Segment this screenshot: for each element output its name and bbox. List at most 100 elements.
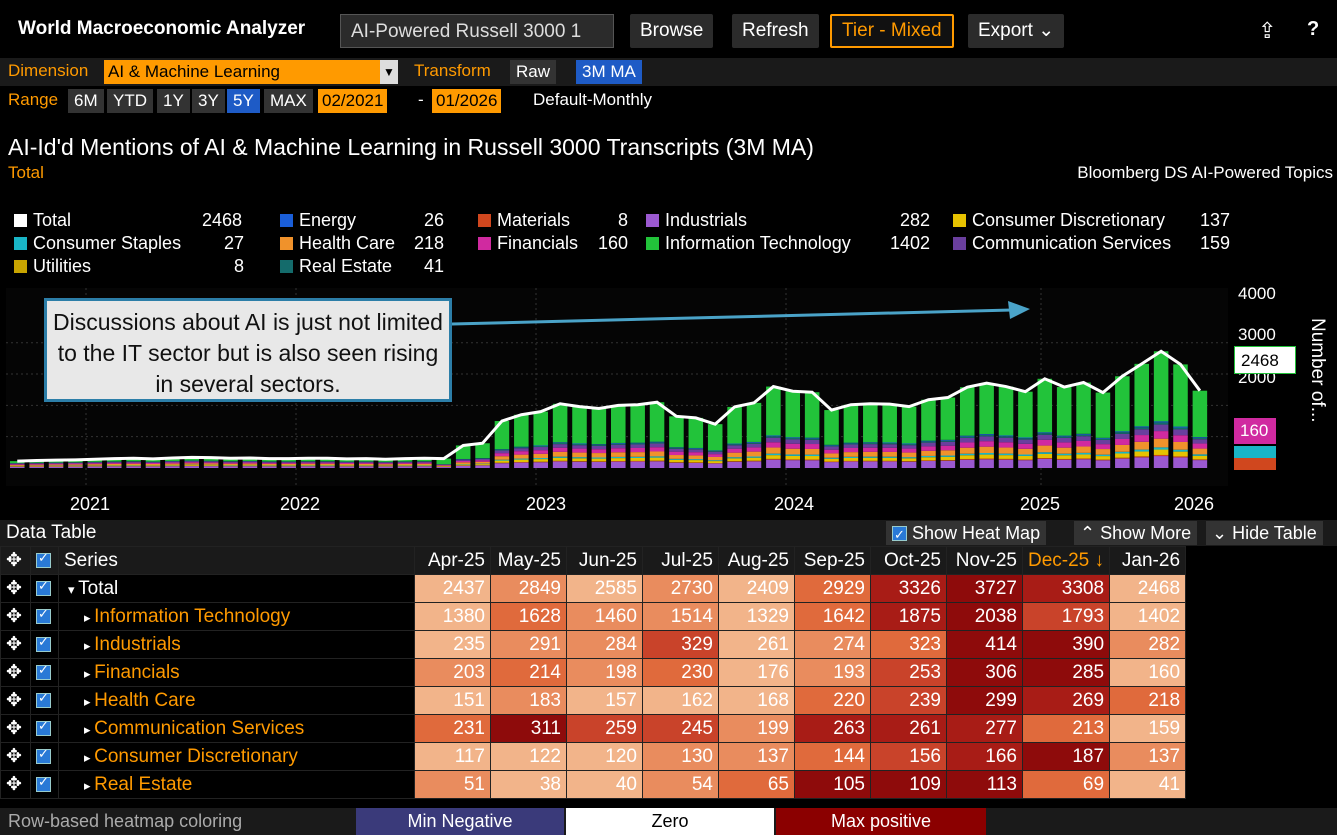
column-header[interactable]: Apr-25 — [414, 546, 491, 575]
move-icon[interactable]: ✥ — [0, 574, 31, 603]
expand-icon[interactable]: ▸ — [84, 637, 95, 653]
transform-3m-ma[interactable]: 3M MA — [576, 60, 642, 84]
row-checkbox[interactable] — [30, 574, 59, 603]
range-ytd[interactable]: YTD — [107, 89, 153, 113]
row-checkbox[interactable] — [30, 630, 59, 659]
tier-button[interactable]: Tier - Mixed — [830, 14, 954, 48]
row-checkbox[interactable] — [30, 770, 59, 799]
column-header[interactable]: Oct-25 — [870, 546, 947, 575]
series-name-cell[interactable]: ▾ Total — [58, 574, 415, 603]
bar-segment — [1018, 439, 1033, 444]
collapse-icon[interactable]: ▾ — [68, 581, 79, 597]
series-name-cell[interactable]: ▸ Health Care — [58, 686, 415, 715]
row-checkbox[interactable] — [30, 658, 59, 687]
move-icon[interactable]: ✥ — [0, 602, 31, 631]
legend-item-consumer-discretionary[interactable]: Consumer Discretionary — [953, 210, 1165, 231]
checkbox-icon[interactable] — [36, 606, 51, 624]
series-name-cell[interactable]: ▸ Communication Services — [58, 714, 415, 743]
bar-segment — [688, 449, 704, 453]
legend-item-communication-services[interactable]: Communication Services — [953, 233, 1171, 254]
checkbox-icon[interactable] — [36, 746, 51, 764]
row-checkbox[interactable] — [30, 742, 59, 771]
row-checkbox[interactable] — [30, 714, 59, 743]
legend-item-consumer-staples[interactable]: Consumer Staples — [14, 233, 181, 254]
show-heat-map-toggle[interactable]: Show Heat Map — [886, 521, 1047, 547]
bar-segment — [649, 456, 665, 458]
row-checkbox[interactable] — [30, 602, 59, 631]
legend-item-industrials[interactable]: Industrials — [646, 210, 747, 231]
end-date-input[interactable]: 01/2026 — [432, 89, 502, 113]
select-all-checkbox[interactable] — [30, 546, 59, 575]
expand-icon[interactable]: ▸ — [84, 665, 95, 681]
expand-icon[interactable]: ▸ — [84, 777, 95, 793]
checkbox-icon[interactable] — [36, 550, 51, 568]
move-icon[interactable]: ✥ — [0, 742, 31, 771]
expand-icon[interactable]: ▸ — [84, 693, 95, 709]
share-icon[interactable]: ⇪ — [1258, 18, 1277, 43]
table-row[interactable]: ✥▸ Industrials23529128432926127432341439… — [0, 630, 1187, 659]
legend-item-health-care[interactable]: Health Care — [280, 233, 395, 254]
checkbox-icon[interactable] — [36, 690, 51, 708]
show-more-button[interactable]: ⌃ Show More — [1074, 521, 1198, 545]
security-search-input[interactable]: AI-Powered Russell 3000 1 — [340, 14, 614, 48]
column-header[interactable]: May-25 — [490, 546, 567, 575]
series-name-cell[interactable]: ▸ Real Estate — [58, 770, 415, 799]
expand-icon[interactable]: ▸ — [84, 609, 95, 625]
row-checkbox[interactable] — [30, 686, 59, 715]
move-icon[interactable]: ✥ — [0, 714, 31, 743]
table-row[interactable]: ✥▸ Financials203214198230176193253306285… — [0, 658, 1187, 687]
legend-item-financials[interactable]: Financials — [478, 233, 578, 254]
dimension-dropdown[interactable]: AI & Machine Learning ▼ — [104, 60, 398, 84]
table-row[interactable]: ✥▸ Health Care15118315716216822023929926… — [0, 686, 1187, 715]
table-row[interactable]: ✥▾ Total24372849258527302409292933263727… — [0, 574, 1187, 603]
start-date-input[interactable]: 02/2021 — [318, 89, 388, 113]
column-header[interactable]: Jun-25 — [566, 546, 643, 575]
range-1y[interactable]: 1Y — [157, 89, 190, 113]
series-name-cell[interactable]: ▸ Information Technology — [58, 602, 415, 631]
legend-item-energy[interactable]: Energy — [280, 210, 356, 231]
range-6m[interactable]: 6M — [68, 89, 104, 113]
legend-item-real-estate[interactable]: Real Estate — [280, 256, 392, 277]
move-icon[interactable]: ✥ — [0, 686, 31, 715]
move-icon[interactable]: ✥ — [0, 630, 31, 659]
move-icon[interactable]: ✥ — [0, 546, 31, 575]
move-icon[interactable]: ✥ — [0, 770, 31, 799]
table-row[interactable]: ✥▸ Information Technology138016281460151… — [0, 602, 1187, 631]
range-max[interactable]: MAX — [264, 89, 313, 113]
help-icon[interactable]: ? — [1307, 18, 1320, 40]
column-header[interactable]: Jan-26 — [1109, 546, 1187, 575]
transform-raw[interactable]: Raw — [510, 60, 557, 84]
series-name-cell[interactable]: ▸ Industrials — [58, 630, 415, 659]
table-row[interactable]: ✥▸ Consumer Discretionary117122120130137… — [0, 742, 1187, 771]
data-table-title: Data Table — [6, 522, 97, 543]
column-header[interactable]: Nov-25 — [946, 546, 1023, 575]
range-3y[interactable]: 3Y — [192, 89, 225, 113]
table-row[interactable]: ✥▸ Communication Services231311259245199… — [0, 714, 1187, 743]
legend-item-utilities[interactable]: Utilities — [14, 256, 91, 277]
export-button[interactable]: Export ⌄ — [968, 14, 1065, 48]
range-5y[interactable]: 5Y — [227, 89, 260, 113]
series-name-cell[interactable]: ▸ Financials — [58, 658, 415, 687]
legend-item-total[interactable]: Total — [14, 210, 71, 231]
move-icon[interactable]: ✥ — [0, 658, 31, 687]
column-header[interactable]: Sep-25 — [794, 546, 871, 575]
series-header[interactable]: Series — [58, 546, 415, 575]
checkbox-icon[interactable] — [36, 718, 51, 736]
legend-item-materials[interactable]: Materials — [478, 210, 570, 231]
checkbox-icon[interactable] — [36, 774, 51, 792]
column-header[interactable]: Dec-25 ↓ — [1021, 546, 1111, 575]
hide-table-button[interactable]: ⌄ Hide Table — [1206, 521, 1323, 545]
checkbox-icon[interactable] — [36, 634, 51, 652]
legend-item-information-technology[interactable]: Information Technology — [646, 233, 851, 254]
bar-segment — [940, 450, 956, 456]
expand-icon[interactable]: ▸ — [84, 749, 95, 765]
column-header[interactable]: Aug-25 — [718, 546, 795, 575]
column-header[interactable]: Jul-25 — [642, 546, 719, 575]
checkbox-icon[interactable] — [36, 662, 51, 680]
series-name-cell[interactable]: ▸ Consumer Discretionary — [58, 742, 415, 771]
refresh-button[interactable]: Refresh — [732, 14, 819, 48]
checkbox-icon[interactable] — [36, 578, 51, 596]
browse-button[interactable]: Browse — [630, 14, 714, 48]
expand-icon[interactable]: ▸ — [84, 721, 95, 737]
